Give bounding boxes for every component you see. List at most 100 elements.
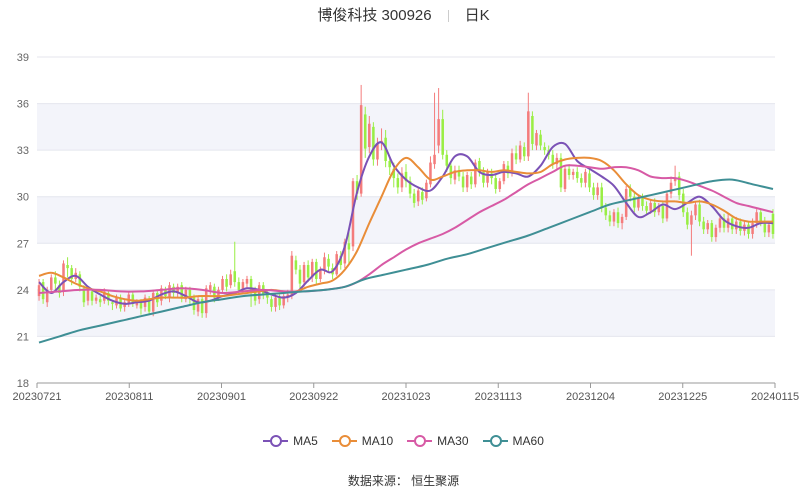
candle-body (433, 154, 436, 165)
candle-body (306, 265, 310, 278)
candle-body (739, 221, 742, 231)
legend-swatch (331, 434, 357, 448)
candle-body (339, 255, 343, 266)
candle-body (327, 258, 330, 267)
candle-body (437, 119, 440, 146)
candle-body (188, 289, 192, 300)
candle-body (347, 243, 351, 250)
chart-header: 博俊科技 300926 日K (0, 4, 807, 25)
candle-body (376, 143, 379, 160)
candle-body (718, 218, 722, 228)
candle-body (563, 168, 567, 189)
y-tick-label: 30 (17, 192, 29, 204)
y-tick-label: 27 (17, 238, 29, 250)
candle-body (767, 224, 771, 233)
y-tick-label: 24 (17, 285, 29, 297)
candle-body (584, 171, 587, 183)
candle-body (706, 223, 709, 230)
candle-body (111, 302, 114, 304)
candle-body (298, 269, 302, 284)
candle-body (249, 278, 253, 293)
candle-body (45, 289, 49, 303)
candle-body (461, 176, 465, 188)
candle-body (457, 170, 461, 177)
candle-body (78, 274, 82, 287)
legend-label: MA30 (437, 434, 469, 448)
legend-item-ma10[interactable]: MA10 (331, 434, 393, 448)
candle-body (763, 221, 767, 233)
period-label: 日K (464, 7, 490, 24)
candle-body (596, 187, 599, 196)
legend-label: MA5 (293, 434, 318, 448)
candle-body (608, 215, 612, 222)
candle-body (282, 296, 285, 306)
legend-item-ma30[interactable]: MA30 (407, 434, 469, 448)
candle-body (759, 212, 762, 222)
x-tick-label: 20231204 (566, 391, 615, 403)
candle-body (404, 171, 408, 182)
candle-body (131, 294, 135, 304)
candle-body (315, 261, 318, 279)
candle-body (543, 147, 546, 151)
legend-item-ma60[interactable]: MA60 (482, 434, 544, 448)
legend-swatch (407, 434, 433, 448)
candle-body (506, 165, 510, 174)
candle-body (559, 157, 563, 188)
candle-body (388, 161, 391, 168)
candle-body (522, 147, 526, 157)
candle-body (253, 291, 257, 301)
y-tick-label: 39 (17, 52, 29, 64)
candle-body (645, 206, 648, 211)
candle-body (176, 286, 179, 293)
legend-item-ma5[interactable]: MA5 (263, 434, 318, 448)
y-tick-label: 33 (17, 145, 29, 157)
data-source: 数据来源： 恒生聚源 (347, 474, 460, 488)
candle-body (429, 162, 432, 185)
candle-body (686, 212, 689, 225)
x-tick-label: 20240115 (751, 391, 799, 403)
candle-body (302, 265, 306, 283)
candle-body (555, 157, 559, 165)
candle-body (592, 187, 595, 196)
candle-body (400, 173, 404, 188)
candle-body (392, 168, 396, 179)
grid-band (37, 196, 775, 244)
candle-body (633, 196, 636, 208)
candle-body (139, 302, 143, 309)
candle-body (673, 178, 677, 182)
x-tick-label: 20230901 (197, 391, 246, 403)
candle-body (196, 299, 200, 312)
grid-band (37, 289, 775, 337)
candle-body (82, 288, 86, 303)
candle-body (355, 181, 359, 194)
title-divider (447, 10, 449, 23)
candle-body (408, 181, 412, 194)
candle-body (319, 269, 322, 279)
candle-body (396, 178, 400, 188)
candle-body (90, 291, 94, 301)
legend-swatch (482, 434, 508, 448)
candle-body (359, 105, 363, 194)
candle-body (266, 294, 269, 298)
candle-body (278, 297, 281, 306)
candle-body (441, 119, 444, 155)
candle-body (66, 265, 69, 269)
candle-body (600, 187, 603, 208)
candle-body (135, 302, 139, 306)
candle-body (233, 271, 237, 283)
candle-body (641, 198, 644, 207)
candle-body (368, 123, 371, 148)
candle-body (54, 277, 57, 284)
candle-body (669, 182, 673, 194)
candle-body (274, 297, 277, 307)
candle-body (94, 297, 98, 301)
candle-body (588, 173, 591, 188)
candle-body (290, 255, 294, 297)
candle-body (710, 223, 714, 238)
candle-body (225, 278, 228, 287)
candle-body (107, 292, 110, 301)
candle-body (637, 198, 640, 208)
candle-body (518, 145, 522, 160)
candle-body (41, 282, 45, 300)
